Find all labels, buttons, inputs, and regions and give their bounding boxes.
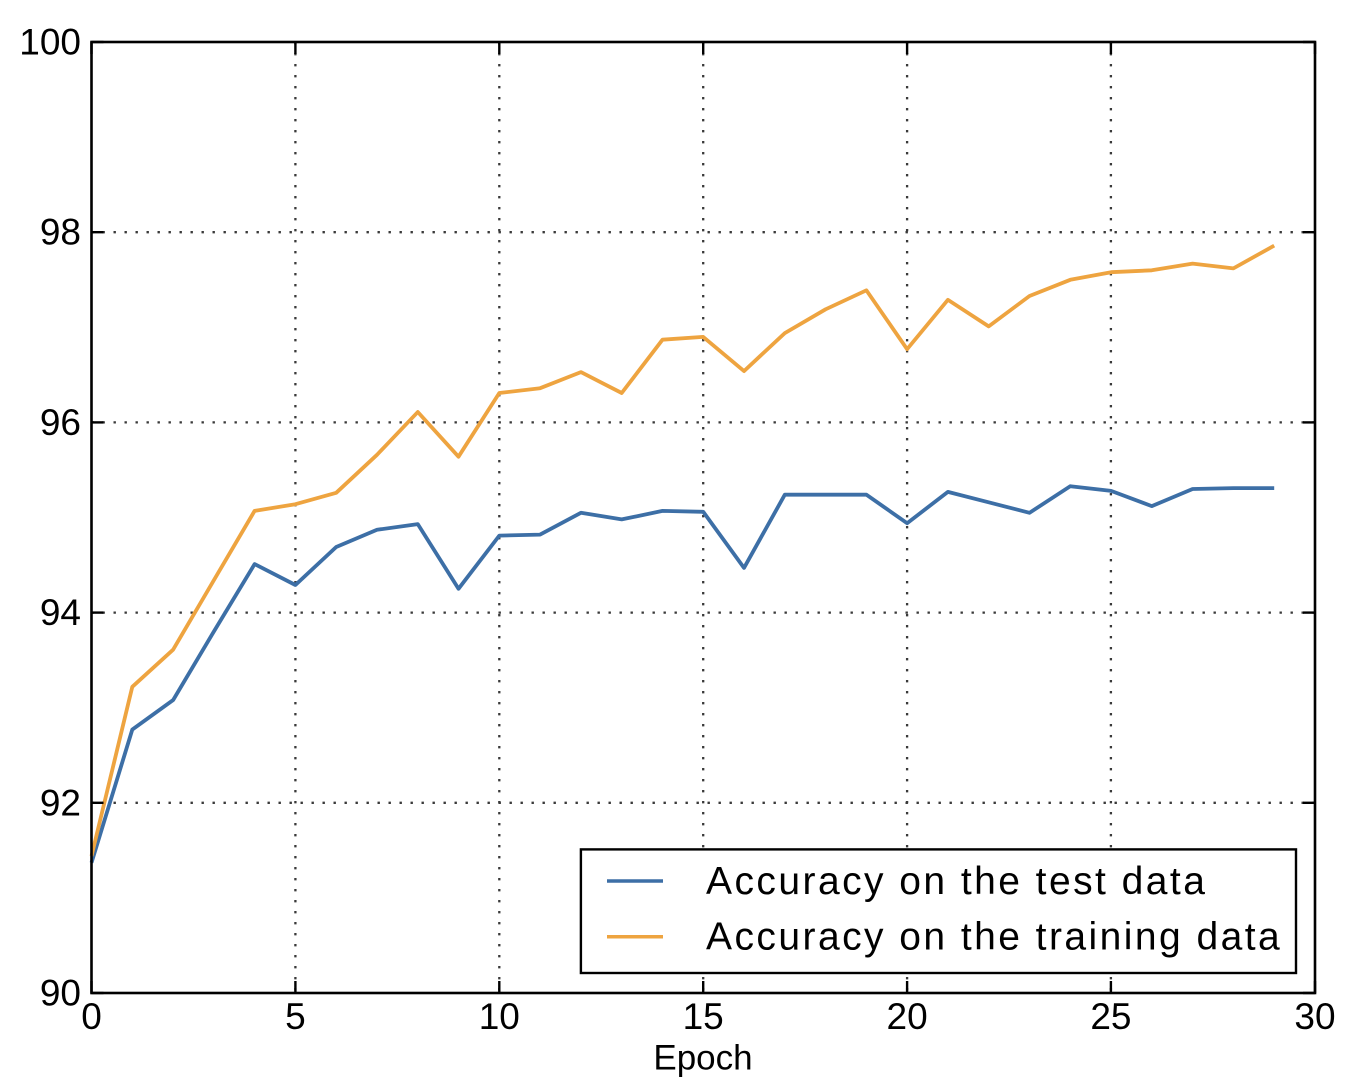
svg-text:96: 96: [40, 402, 81, 443]
svg-text:Accuracy on the test data: Accuracy on the test data: [706, 860, 1207, 903]
svg-text:0: 0: [81, 996, 102, 1037]
svg-text:98: 98: [40, 212, 81, 253]
svg-text:5: 5: [285, 996, 306, 1037]
svg-text:Accuracy on the training data: Accuracy on the training data: [706, 916, 1282, 959]
svg-text:10: 10: [479, 996, 520, 1037]
svg-text:20: 20: [887, 996, 928, 1037]
svg-text:25: 25: [1090, 996, 1131, 1037]
svg-text:15: 15: [683, 996, 724, 1037]
svg-text:Epoch: Epoch: [653, 1038, 752, 1077]
svg-text:90: 90: [40, 973, 81, 1014]
svg-text:100: 100: [19, 22, 81, 63]
svg-text:30: 30: [1294, 996, 1335, 1037]
svg-text:92: 92: [40, 782, 81, 823]
svg-text:94: 94: [40, 592, 81, 633]
